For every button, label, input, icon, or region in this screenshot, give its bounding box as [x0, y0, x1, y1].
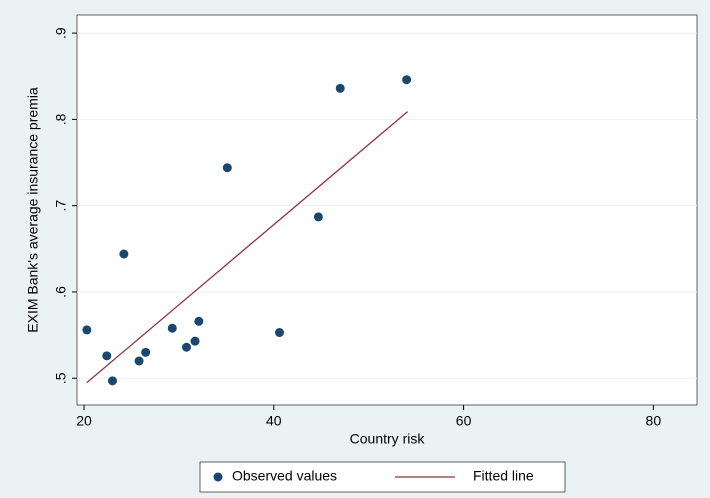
point	[167, 323, 177, 333]
point	[222, 163, 232, 173]
point	[182, 342, 192, 352]
y-tick-label: .6	[53, 286, 69, 298]
x-tick-label: 60	[456, 413, 472, 429]
legend-label: Fitted line	[473, 468, 534, 484]
point	[190, 336, 200, 346]
point	[107, 376, 117, 386]
legend	[199, 461, 566, 493]
point	[313, 212, 323, 222]
x-tick-label: 40	[266, 413, 282, 429]
point	[274, 328, 284, 338]
x-axis-title: Country risk	[350, 431, 426, 447]
x-tick-label: 20	[76, 413, 92, 429]
legend-label: Observed values	[232, 468, 337, 484]
x-tick-label: 80	[646, 413, 662, 429]
y-axis-title: EXIM Bank's average insurance premia	[25, 87, 41, 333]
point	[119, 249, 129, 259]
y-tick-label: .5	[53, 372, 69, 384]
y-tick-label: .9	[53, 27, 69, 39]
point	[134, 356, 144, 366]
y-tick-label: .7	[53, 200, 69, 212]
point	[335, 83, 345, 93]
plot-area	[76, 14, 698, 406]
legend-symbol	[213, 472, 223, 482]
point	[141, 347, 151, 357]
fitted-line	[86, 111, 409, 384]
point	[82, 325, 92, 335]
point	[102, 351, 112, 361]
y-tick-label: .8	[53, 113, 69, 125]
point	[402, 75, 412, 85]
point	[194, 316, 204, 326]
